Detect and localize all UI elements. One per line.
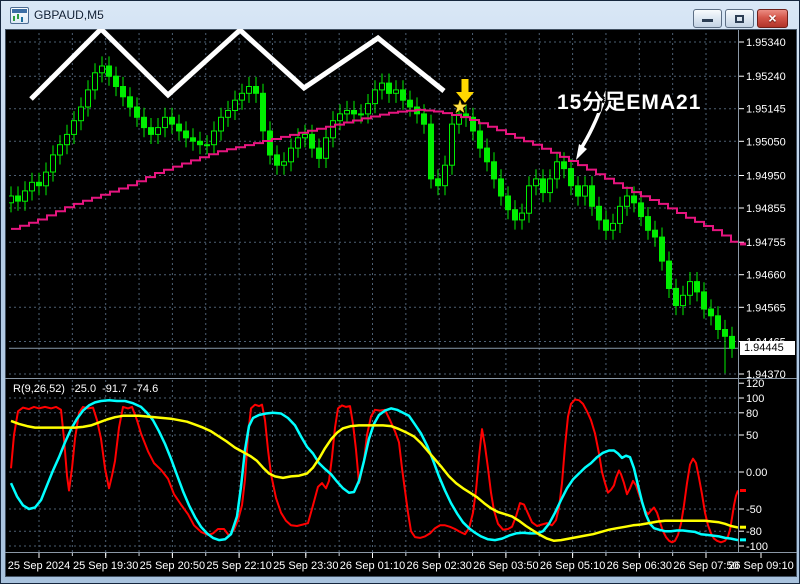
price-axis-label: 1.94950 — [746, 171, 786, 183]
indicator-value-r26: -91.7 — [102, 383, 128, 395]
price-axis-label: 1.95145 — [746, 104, 786, 116]
main-plot-area[interactable] — [9, 30, 738, 377]
minimize-icon — [702, 19, 713, 22]
time-axis-label: 26 Sep 09:10 — [728, 560, 793, 572]
indicator-axis[interactable]: 120 100 80 50 0.00 -50 -80 -100 — [739, 378, 768, 553]
price-axis-label: 1.94565 — [746, 302, 786, 314]
time-axis-label: 25 Sep 19:30 — [73, 560, 138, 572]
indicator-axis-label: 0.00 — [746, 467, 767, 479]
indicator-axis-label: -80 — [746, 526, 762, 538]
time-axis-label: 26 Sep 07:50 — [673, 560, 738, 572]
indicator-axis-label: -100 — [746, 541, 768, 553]
indicator-plot-area[interactable] — [9, 380, 738, 552]
restore-button[interactable] — [725, 9, 754, 28]
ema-axis-marker — [740, 242, 746, 246]
close-icon: × — [768, 10, 777, 26]
price-axis-label: 1.95240 — [746, 71, 786, 83]
restore-icon — [735, 15, 744, 23]
indicator-label: R(9,26,52) -25.0 -91.7 -74.6 — [13, 383, 164, 395]
price-axis-label: 1.94660 — [746, 270, 786, 282]
time-axis-label: 26 Sep 05:10 — [540, 560, 605, 572]
time-axis-label: 26 Sep 02:30 — [406, 560, 471, 572]
indicator-axis-label: 80 — [746, 408, 758, 420]
window-title: GBPAUD,M5 — [34, 8, 104, 22]
indicator-axis-label: 120 — [746, 378, 764, 390]
time-axis-label: 25 Sep 22:10 — [206, 560, 271, 572]
indicator-axis-label: 100 — [746, 393, 764, 405]
minimize-button[interactable] — [693, 9, 722, 28]
time-axis[interactable]: 25 Sep 2024 25 Sep 19:30 25 Sep 20:50 25 Se… — [8, 553, 794, 572]
price-axis-label: 1.95050 — [746, 136, 786, 148]
oscillator-axis-marker — [740, 538, 746, 542]
price-axis-label: 1.94755 — [746, 237, 786, 249]
time-axis-label: 26 Sep 03:50 — [473, 560, 538, 572]
chart-icon — [10, 7, 29, 24]
time-axis-label: 25 Sep 20:50 — [140, 560, 205, 572]
time-axis-label: 26 Sep 06:30 — [607, 560, 672, 572]
time-axis-label: 26 Sep 01:10 — [340, 560, 405, 572]
title-bar[interactable]: GBPAUD,M5 × — [1, 1, 799, 29]
indicator-axis-label: -50 — [746, 504, 762, 516]
price-axis-label: 1.94370 — [746, 369, 786, 381]
time-axis-label: 25 Sep 2024 — [8, 560, 70, 572]
ema-annotation-text: 15分足EMA21 — [557, 91, 702, 114]
time-axis-label: 25 Sep 23:30 — [273, 560, 338, 572]
price-axis-label: 1.95340 — [746, 37, 786, 49]
oscillator-axis-marker — [740, 525, 746, 529]
indicator-axis-label: 50 — [746, 430, 758, 442]
indicator-value-r9: -25.0 — [70, 383, 97, 395]
indicator-name: R(9,26,52) — [13, 383, 65, 395]
price-axis-label: 1.94855 — [746, 203, 786, 215]
oscillator-axis-marker — [740, 489, 746, 492]
current-price-badge: 1.94445 — [740, 341, 795, 355]
close-button[interactable]: × — [757, 9, 788, 28]
indicator-value-r52: -74.6 — [133, 383, 159, 395]
